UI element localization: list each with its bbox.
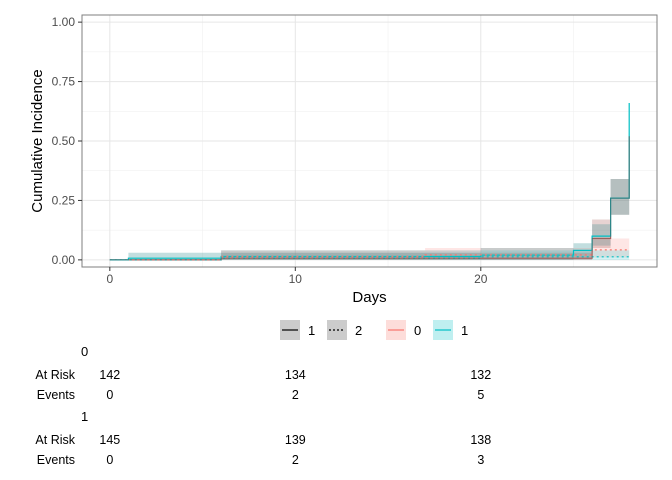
legend-item-group-0: 0 xyxy=(386,320,421,340)
risk-table-cell: 0 xyxy=(106,453,113,467)
legend-label: 0 xyxy=(414,323,421,338)
risk-table-cell: 142 xyxy=(99,368,120,382)
y-axis-title: Cumulative Incidence xyxy=(29,69,46,212)
risk-table-cell: 0 xyxy=(106,388,113,402)
y-tick-label: 1.00 xyxy=(52,15,76,29)
risk-table-cell: 2 xyxy=(292,388,299,402)
risk-table-cell: 2 xyxy=(292,453,299,467)
confidence-band-1-2 xyxy=(109,250,630,260)
legend-label: 1 xyxy=(461,323,468,338)
risk-table-row-label: At Risk xyxy=(35,368,75,382)
risk-table-row-label: Events xyxy=(37,388,75,402)
y-tick-label: 0.00 xyxy=(52,253,76,267)
legend-item-linetype-2: 2 xyxy=(327,320,362,340)
risk-table-cell: 139 xyxy=(285,433,306,447)
x-axis-title: Days xyxy=(352,289,386,306)
risk-table-cell: 5 xyxy=(477,388,484,402)
series-line-overlay xyxy=(109,136,630,261)
legend-item-linetype-1: 1 xyxy=(280,320,315,340)
risk-table-cell: 132 xyxy=(470,368,491,382)
x-tick-label: 20 xyxy=(474,272,488,286)
risk-table-cell: 145 xyxy=(99,433,120,447)
legend-item-group-1: 1 xyxy=(433,320,468,340)
legend-label: 2 xyxy=(355,323,362,338)
risk-table-stratum-1: 1 At Risk 145 139 138 Events 0 2 3 xyxy=(35,409,491,467)
risk-table-row-label: Events xyxy=(37,453,75,467)
risk-table: 0 At Risk 142 134 132 Events 0 2 5 1 At Risk 145 139… xyxy=(35,344,491,467)
risk-table-cell: 3 xyxy=(477,453,484,467)
risk-table-stratum-title: 1 xyxy=(81,409,88,424)
risk-table-cell: 134 xyxy=(285,368,306,382)
axes: 0 10 20 0.00 0.25 0.50 0.75 1.00 xyxy=(52,15,488,286)
risk-table-stratum-title: 0 xyxy=(81,344,88,359)
legend: 1 2 0 1 xyxy=(280,320,468,340)
series-lines xyxy=(109,103,630,261)
y-tick-label: 0.75 xyxy=(52,75,76,89)
legend-label: 1 xyxy=(308,323,315,338)
x-tick-label: 0 xyxy=(106,272,113,286)
y-tick-label: 0.50 xyxy=(52,134,76,148)
y-tick-label: 0.25 xyxy=(52,193,76,207)
risk-table-stratum-0: 0 At Risk 142 134 132 Events 0 2 5 xyxy=(35,344,491,402)
risk-table-row-label: At Risk xyxy=(35,433,75,447)
risk-table-cell: 138 xyxy=(470,433,491,447)
x-tick-label: 10 xyxy=(289,272,303,286)
plot-panel xyxy=(82,15,657,267)
